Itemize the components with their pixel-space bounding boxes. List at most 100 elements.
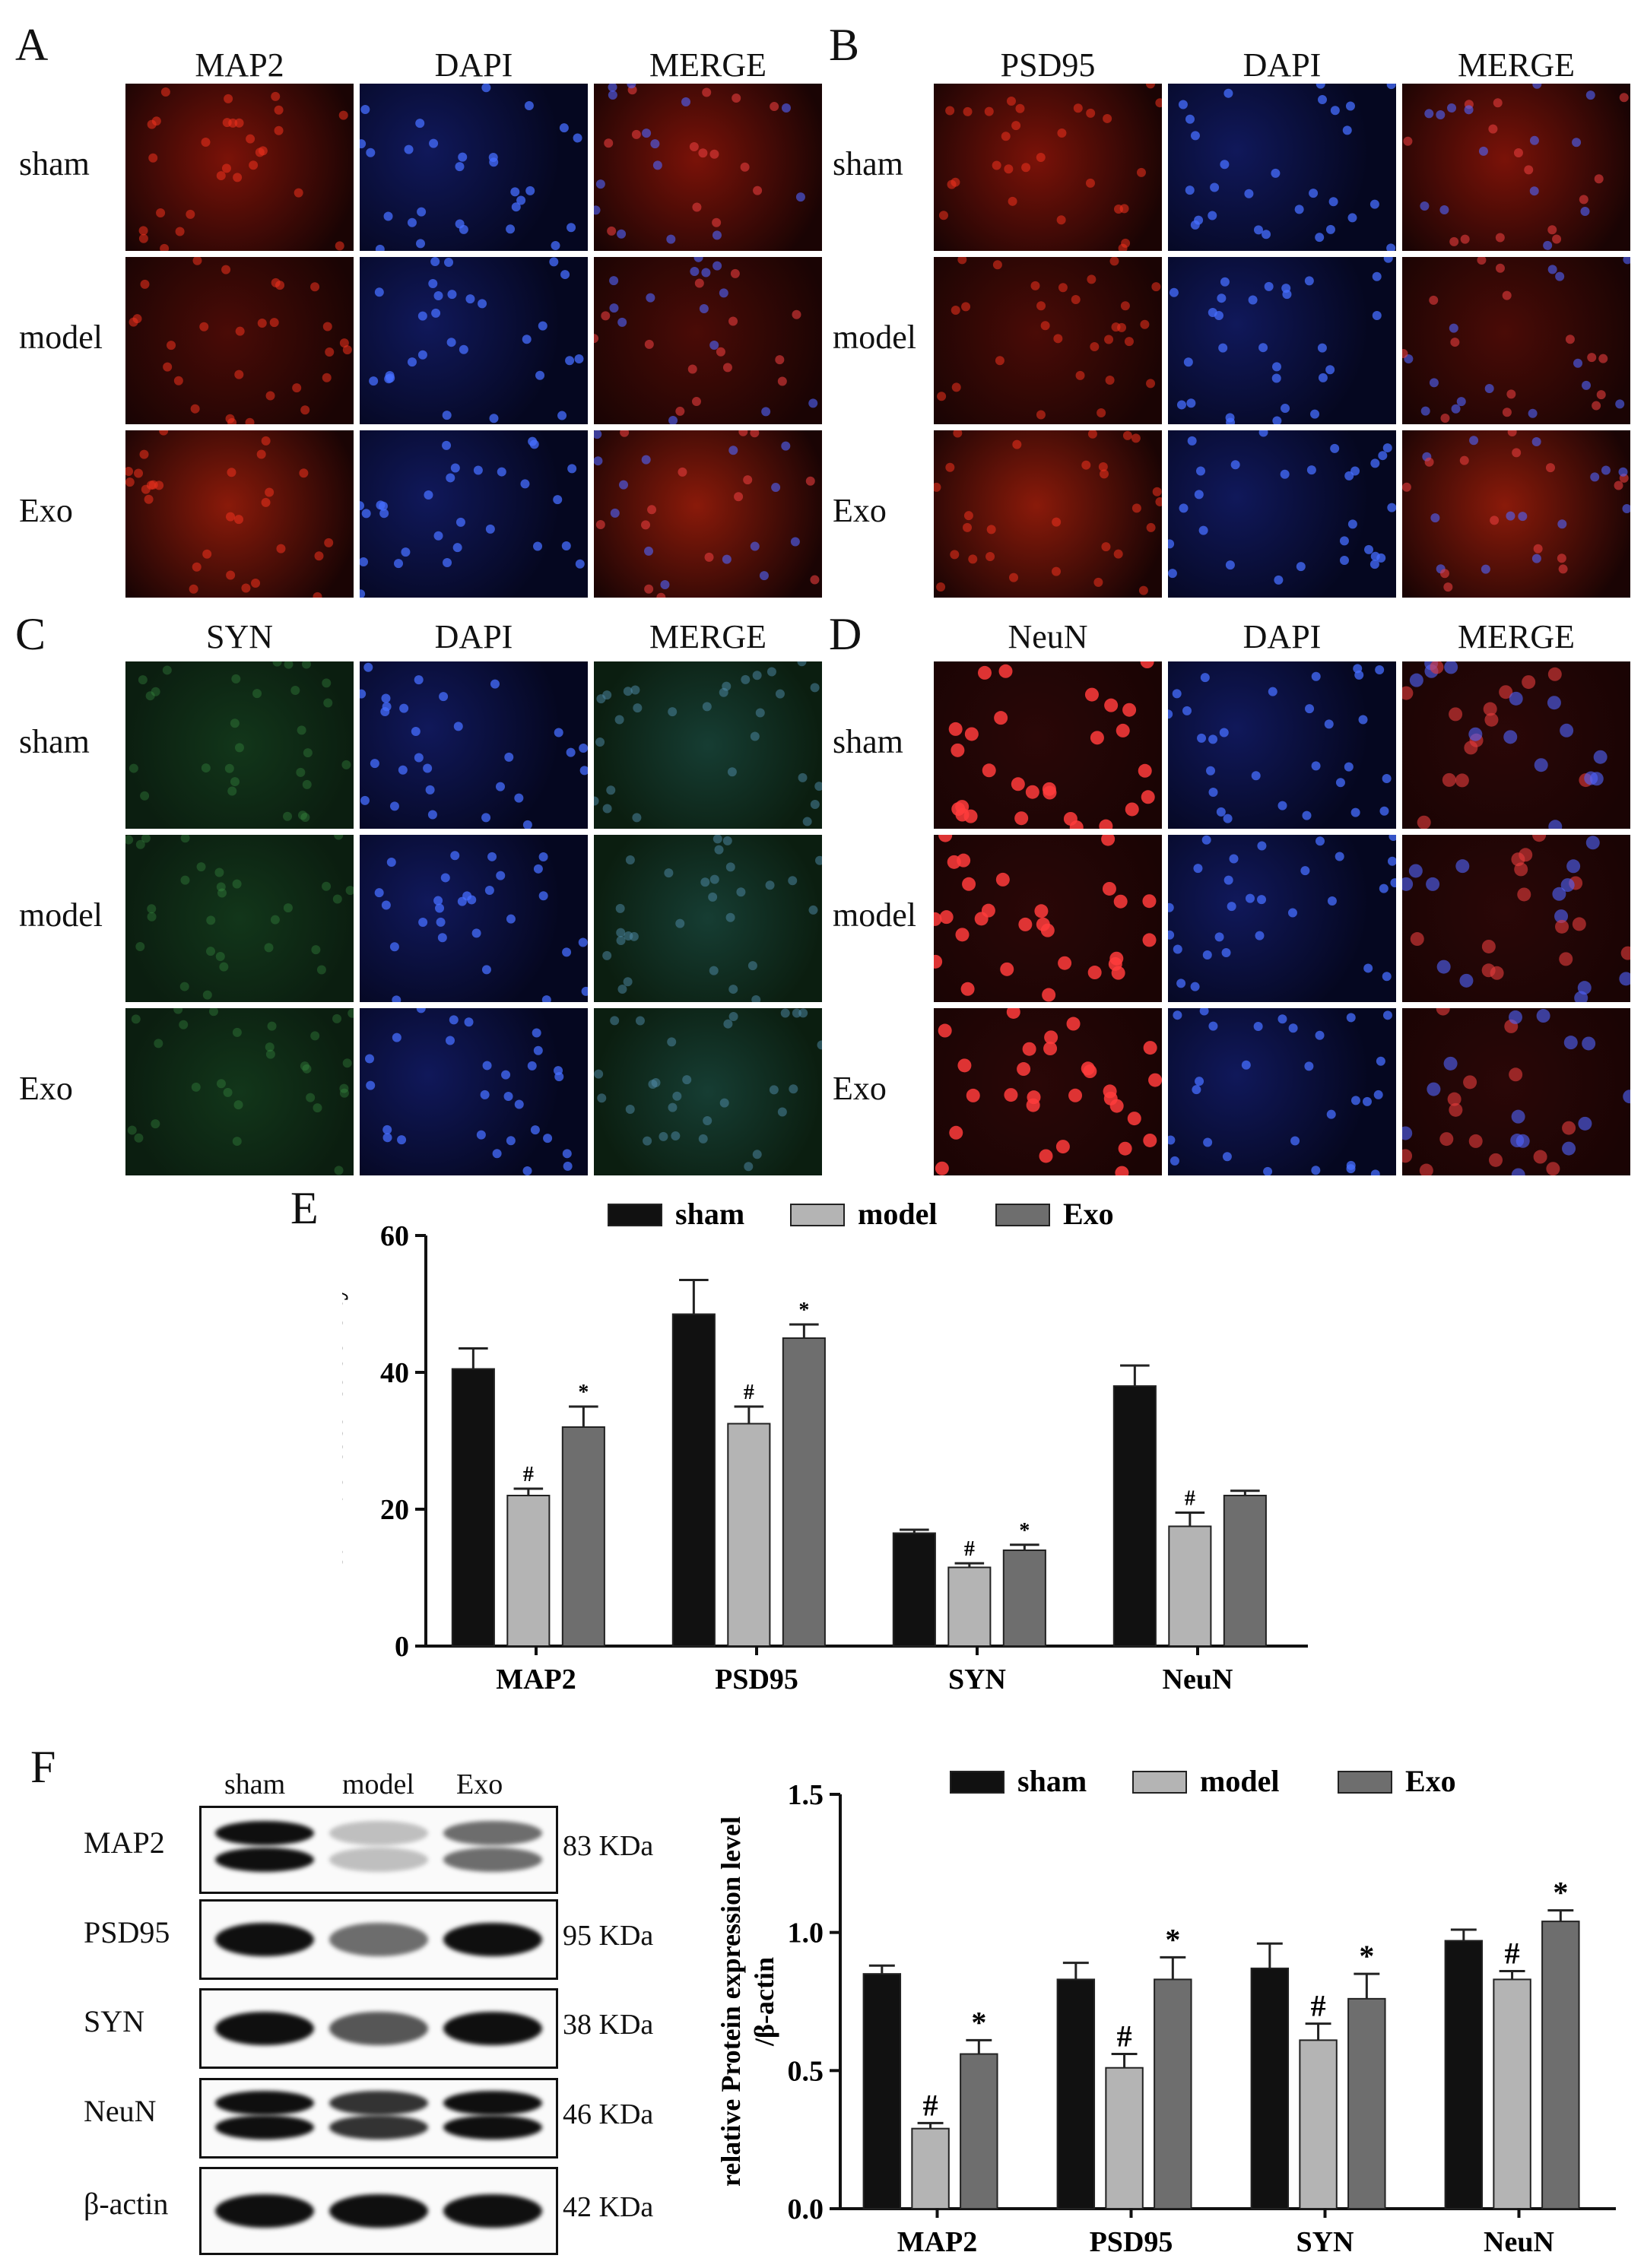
legend-label: model: [858, 1197, 937, 1231]
micrograph-tile: [125, 84, 354, 251]
y-axis-label: /β-actin: [749, 1957, 779, 2047]
y-tick-label: 60: [380, 1220, 409, 1252]
micrograph-tile: [594, 257, 822, 424]
micrograph-tile: [125, 1008, 354, 1175]
bar-model-syn: [947, 1566, 992, 1647]
blot-band: [329, 1923, 428, 1956]
bar-exo-map2: [561, 1426, 605, 1647]
significance-mark: *: [578, 1381, 589, 1404]
blot-lane-label: Exo: [456, 1768, 503, 1800]
x-tick-label: PSD95: [715, 1664, 798, 1695]
bar-sham-map2: [862, 1973, 902, 2209]
column-header: DAPI: [434, 46, 513, 84]
micrograph-tile: [125, 661, 354, 829]
significance-mark: #: [523, 1463, 534, 1486]
significance-mark: #: [744, 1381, 754, 1404]
blot-band: [215, 2091, 314, 2115]
blot-kda-label: 38 KDa: [563, 2009, 654, 2041]
bar-model-psd95: [1105, 2067, 1144, 2210]
blot-lane-label: model: [342, 1768, 414, 1800]
bar-sham-psd95: [1056, 1978, 1096, 2209]
bar-sham-syn: [892, 1532, 936, 1647]
blot-row-label: MAP2: [84, 1826, 165, 1860]
blot-band: [329, 1848, 428, 1873]
row-header: Exo: [19, 1070, 73, 1107]
micrograph-tile: [594, 430, 822, 598]
blot-band: [443, 2091, 542, 2115]
row-header: sham: [19, 145, 90, 182]
blot-strip: [199, 1988, 558, 2069]
legend-swatch: [950, 1771, 1004, 1794]
x-tick-label: NeuN: [1484, 2226, 1554, 2258]
legend-swatch: [790, 1204, 845, 1226]
legend-swatch: [608, 1204, 662, 1226]
blot-lane-label: sham: [224, 1768, 286, 1800]
x-tick-label: SYN: [1296, 2226, 1354, 2258]
y-axis-label: Mean fluorescence density: [342, 1286, 348, 1594]
significance-mark: *: [1359, 1939, 1374, 1973]
blot-band: [329, 2091, 428, 2115]
y-tick-label: 0.5: [788, 2055, 824, 2087]
column-header: NeuN: [1008, 618, 1088, 655]
micrograph-tile: [934, 835, 1162, 1002]
bar-model-syn: [1299, 2039, 1338, 2209]
blot-band: [443, 2012, 542, 2045]
micrograph-tile: [125, 835, 354, 1002]
bar-exo-psd95: [1154, 1978, 1192, 2209]
blot-kda-label: 42 KDa: [563, 2191, 654, 2223]
column-header: MERGE: [1458, 46, 1575, 84]
x-tick-label: MAP2: [496, 1664, 576, 1695]
x-tick-label: NeuN: [1163, 1664, 1233, 1695]
micrograph-tile: [1168, 84, 1396, 251]
row-header: model: [833, 896, 916, 934]
micrograph-tile: [1402, 661, 1630, 829]
column-header: PSD95: [1000, 46, 1096, 84]
significance-mark: #: [923, 2088, 938, 2122]
bar-model-psd95: [727, 1423, 771, 1647]
micrograph-tile: [594, 661, 822, 829]
micrograph-tile: [125, 430, 354, 598]
blot-band: [329, 2012, 428, 2045]
micrograph-tile: [360, 835, 588, 1002]
blot-band: [443, 1923, 542, 1956]
micrograph-tile: [934, 661, 1162, 829]
significance-mark: *: [798, 1299, 809, 1322]
micrograph-tile: [1168, 1008, 1396, 1175]
blot-row-label: SYN: [84, 2004, 145, 2038]
x-tick-label: PSD95: [1090, 2226, 1173, 2258]
legend-label: Exo: [1405, 1764, 1456, 1798]
bar-exo-syn: [1347, 1997, 1386, 2209]
y-tick-label: 0: [395, 1631, 409, 1663]
micrograph-tile: [934, 1008, 1162, 1175]
micrograph-tile: [934, 84, 1162, 251]
legend-label: sham: [675, 1197, 744, 1231]
bar-exo-neun: [1223, 1495, 1267, 1647]
y-tick-label: 20: [380, 1494, 409, 1526]
blot-band: [215, 2012, 314, 2045]
bar-sham-psd95: [671, 1313, 716, 1647]
row-header: sham: [833, 145, 903, 182]
blot-strip: [199, 1899, 558, 1980]
micrograph-tile: [1168, 257, 1396, 424]
column-header: DAPI: [434, 618, 513, 655]
column-header: DAPI: [1243, 46, 1322, 84]
bar-exo-neun: [1541, 1921, 1580, 2209]
bar-sham-neun: [1444, 1940, 1484, 2209]
significance-mark: #: [1505, 1937, 1520, 1971]
panel-letter-d: D: [829, 609, 862, 659]
bar-model-neun: [1493, 1978, 1531, 2209]
legend-label: model: [1200, 1764, 1279, 1798]
blot-band: [443, 2115, 542, 2140]
micrograph-tile: [360, 84, 588, 251]
bar-model-neun: [1168, 1525, 1212, 1647]
blot-band: [329, 2115, 428, 2140]
blot-kda-label: 95 KDa: [563, 1920, 654, 1952]
panel-letter-c: C: [15, 609, 46, 659]
blot-band: [329, 2194, 428, 2228]
legend-label: sham: [1017, 1764, 1087, 1798]
micrograph-tile: [1402, 1008, 1630, 1175]
bar-model-map2: [506, 1495, 551, 1647]
column-header: DAPI: [1243, 618, 1322, 655]
significance-mark: *: [1553, 1876, 1568, 1910]
bar-exo-map2: [960, 2053, 998, 2209]
